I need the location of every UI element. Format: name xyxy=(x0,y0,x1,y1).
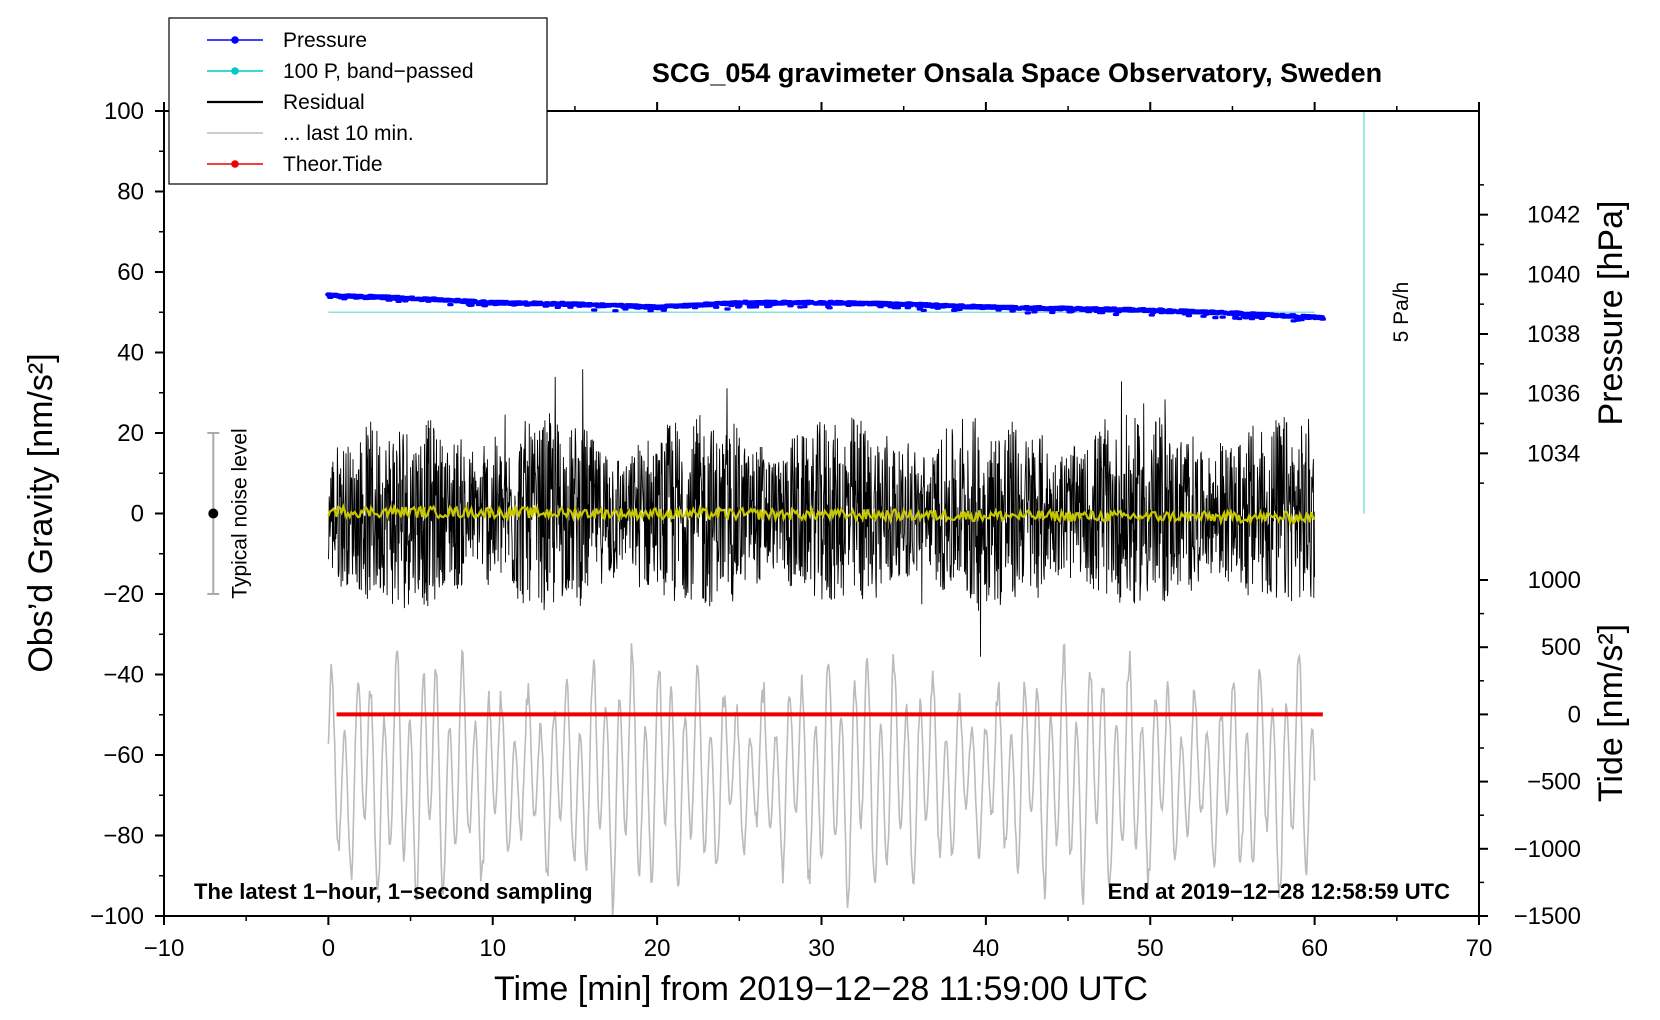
pressure-tick-label: 1036 xyxy=(1527,381,1580,408)
tide-tick-label: 0 xyxy=(1568,701,1581,728)
y-tick-label: −100 xyxy=(90,903,144,930)
annotation-sampling: The latest 1−hour, 1−second sampling xyxy=(194,879,593,904)
x-tick-label: 70 xyxy=(1466,935,1493,962)
chart-annotations: Typical noise level 5 Pa/h xyxy=(207,111,1413,599)
x-tick-label: 0 xyxy=(322,935,335,962)
noise-bar-label: Typical noise level xyxy=(228,428,251,598)
y-tick-label: 100 xyxy=(104,98,144,125)
residual-series xyxy=(327,369,1316,657)
chart-title: SCG_054 gravimeter Onsala Space Observat… xyxy=(652,58,1382,88)
pressure-tick-label: 1040 xyxy=(1527,261,1580,288)
pressure-tick-label: 1038 xyxy=(1527,321,1580,348)
y-tick-label: 0 xyxy=(131,501,144,528)
last-10-min-line xyxy=(327,643,1316,916)
last-10-min-series xyxy=(327,643,1316,916)
pressure-tick-label: 1034 xyxy=(1527,440,1580,467)
tide-tick-label: 500 xyxy=(1541,634,1581,661)
x-tick-label: 20 xyxy=(644,935,671,962)
legend-label: Residual xyxy=(283,91,365,114)
tide-tick-label: 1000 xyxy=(1528,567,1581,594)
legend-label: Theor.Tide xyxy=(283,153,383,176)
y-tick-label: −40 xyxy=(103,662,144,689)
legend-label: 100 P, band−passed xyxy=(283,60,474,83)
x-tick-label: 30 xyxy=(808,935,835,962)
residual-smoothed-line xyxy=(327,502,1316,527)
residual-smoothed-series xyxy=(327,502,1316,527)
axes: −10 0 10 20 30 40 50 60 70−100−80−60−40−20020406… xyxy=(90,98,1581,962)
y-tick-label: 80 xyxy=(117,179,144,206)
y-tick-label: −60 xyxy=(103,742,144,769)
legend-marker xyxy=(231,36,239,44)
pressure-series xyxy=(325,292,1326,323)
legend-marker xyxy=(231,160,239,168)
annotation-end-time: End at 2019−12−28 12:58:59 UTC xyxy=(1108,879,1451,904)
y-axis-label-tide: Tide [nm/s²] xyxy=(1592,624,1630,802)
tide-tick-label: −500 xyxy=(1527,769,1581,796)
noise-bar-point xyxy=(208,508,219,519)
tide-tick-label: −1500 xyxy=(1514,903,1581,930)
legend: Pressure 100 P, band−passed Residual ... la… xyxy=(168,17,548,185)
residual-line xyxy=(327,369,1316,657)
pressure-points xyxy=(325,292,1326,323)
y-axis-label-gravity: Obs’d Gravity [nm/s²] xyxy=(22,353,60,672)
legend-marker xyxy=(231,67,239,75)
pressure-rate-label: 5 Pa/h xyxy=(1390,282,1413,343)
x-tick-label: 10 xyxy=(479,935,506,962)
x-tick-label: 60 xyxy=(1301,935,1328,962)
x-tick-label: 40 xyxy=(973,935,1000,962)
legend-label: ... last 10 min. xyxy=(283,122,414,145)
y-tick-label: −20 xyxy=(103,581,144,608)
pressure-tick-label: 1042 xyxy=(1527,202,1580,229)
y-tick-label: 40 xyxy=(117,340,144,367)
y-axis-label-pressure: Pressure [hPa] xyxy=(1592,201,1630,426)
y-tick-label: 20 xyxy=(117,420,144,447)
tide-tick-label: −1000 xyxy=(1514,836,1581,863)
legend-label: Pressure xyxy=(283,29,367,52)
y-tick-label: −80 xyxy=(103,823,144,850)
x-tick-label: −10 xyxy=(144,935,185,962)
x-axis-label: Time [min] from 2019−12−28 11:59:00 UTC xyxy=(494,970,1148,1008)
y-tick-label: 60 xyxy=(117,259,144,286)
x-tick-label: 50 xyxy=(1137,935,1164,962)
